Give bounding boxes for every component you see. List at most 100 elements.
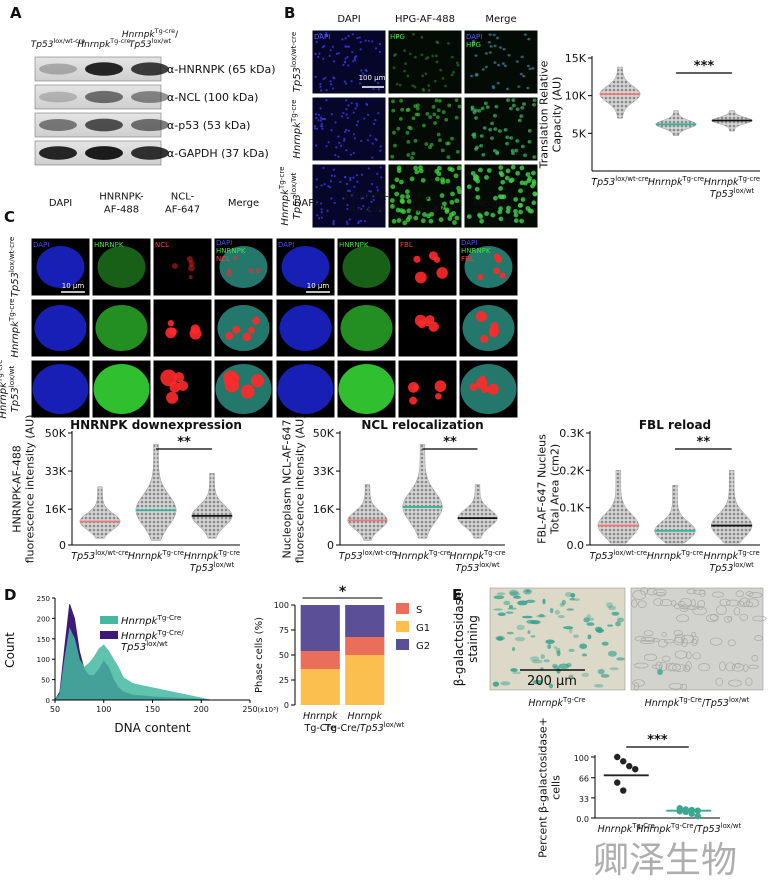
x-tick-label: Tp53 bbox=[360, 723, 384, 734]
nucleus-dot bbox=[332, 87, 335, 90]
signal-dot bbox=[434, 54, 438, 58]
row-label: Tp53lox/wt bbox=[289, 172, 304, 219]
signal-dot bbox=[466, 214, 472, 219]
nucleus-dot bbox=[345, 182, 349, 186]
nucleus-dot bbox=[496, 82, 499, 85]
stained-cell bbox=[553, 646, 558, 649]
nucleus-stain bbox=[217, 305, 270, 351]
stained-cell bbox=[568, 648, 575, 653]
nucleus-dot bbox=[361, 196, 365, 200]
y-axis-label: Count bbox=[3, 632, 17, 668]
signal-dot bbox=[435, 60, 439, 64]
signal-dot bbox=[398, 179, 404, 185]
stained-cell bbox=[514, 636, 526, 642]
x-tick-label: 250 bbox=[242, 705, 257, 714]
blot-header: Tg-cre bbox=[154, 27, 175, 35]
group-label: Tg-cre bbox=[428, 549, 451, 557]
y-tick-label: 250 bbox=[37, 595, 50, 603]
nucleus-dot bbox=[337, 155, 340, 158]
nucleus-dot bbox=[353, 185, 356, 188]
significance-label: ** bbox=[443, 435, 457, 450]
nucleus-dot bbox=[496, 63, 500, 67]
significance-label: ** bbox=[177, 435, 191, 450]
x-tick-label: Hnrnpk bbox=[347, 711, 382, 722]
nucleus-stain bbox=[340, 305, 393, 351]
nucleus-dot bbox=[366, 208, 369, 211]
row-label: HnrnpkTg-cre bbox=[277, 166, 292, 226]
cell-outline bbox=[727, 639, 736, 647]
stained-cell bbox=[597, 629, 603, 633]
signal-dot bbox=[454, 98, 459, 103]
signal-dot bbox=[515, 170, 521, 176]
nucleus bbox=[32, 364, 89, 414]
signal-dot bbox=[518, 118, 522, 123]
cell-outline bbox=[743, 664, 749, 672]
row-label: lox/wt-cre bbox=[7, 236, 16, 272]
signal-dot bbox=[514, 148, 519, 153]
x-tick-label: Tg-Cre/Tp53lox/wt bbox=[324, 721, 404, 734]
signal-dot bbox=[390, 203, 395, 209]
cell-outline bbox=[674, 650, 688, 659]
group-label: Hnrnpk bbox=[184, 551, 219, 562]
row-label: Tp53lox/wt-cre bbox=[7, 236, 22, 297]
blot-band bbox=[85, 118, 123, 132]
nucleus-dot bbox=[359, 219, 363, 223]
nucleus-dot bbox=[342, 111, 345, 115]
signal-dot bbox=[418, 165, 423, 171]
nucleus-dot bbox=[329, 180, 333, 183]
signal-dot bbox=[488, 127, 493, 132]
blot-label: α-GAPDH (37 kDa) bbox=[167, 147, 269, 160]
scale-label: 200 μm bbox=[527, 674, 577, 689]
legend-swatch bbox=[100, 631, 118, 639]
signal-dot bbox=[522, 102, 527, 106]
signal-dot bbox=[433, 121, 437, 125]
nucleus-dot bbox=[520, 55, 523, 59]
stained-cell bbox=[496, 636, 504, 641]
nucleus-dot bbox=[330, 197, 333, 200]
nucleus-dot bbox=[319, 116, 323, 119]
group-label: Hnrnpk bbox=[449, 551, 484, 562]
nucleus-dot bbox=[322, 57, 325, 60]
nucleolus bbox=[255, 267, 261, 274]
group-label: lox/wt bbox=[734, 187, 755, 195]
signal-dot bbox=[444, 84, 447, 88]
cell-outline bbox=[634, 636, 647, 642]
channel-tag: HNRNPK bbox=[339, 241, 369, 249]
nucleus-dot bbox=[313, 127, 317, 130]
nucleus-dot bbox=[517, 85, 520, 88]
nucleus-dot bbox=[342, 197, 345, 200]
cell-outline bbox=[685, 661, 692, 671]
nucleus bbox=[277, 364, 334, 414]
stained-cell bbox=[542, 598, 546, 605]
nucleus-dot bbox=[372, 122, 376, 126]
channel-tag: FBL bbox=[461, 255, 474, 263]
group-label: HnrnpkTg-cre bbox=[704, 175, 760, 188]
nucleolus bbox=[160, 369, 177, 387]
signal-dot bbox=[496, 36, 500, 40]
cell-outline bbox=[653, 598, 663, 606]
group-label: Tp53 bbox=[697, 824, 721, 835]
y-tick-label: 0.1K bbox=[559, 502, 584, 515]
stained-cell bbox=[545, 639, 555, 645]
signal-dot bbox=[420, 53, 424, 57]
signal-dot bbox=[426, 56, 430, 59]
nucleus-dot bbox=[358, 82, 362, 85]
stained-cell bbox=[512, 671, 521, 675]
y-tick-label: 0.2K bbox=[559, 464, 584, 477]
signal-dot bbox=[474, 186, 480, 192]
signal-dot bbox=[502, 62, 506, 65]
cell-outline bbox=[663, 638, 675, 644]
nucleus-dot bbox=[319, 119, 323, 122]
signal-dot bbox=[405, 217, 411, 223]
stained-cell bbox=[616, 617, 624, 623]
stained-cell bbox=[608, 605, 617, 611]
stained-cell bbox=[509, 591, 520, 597]
cell-outline bbox=[686, 588, 697, 595]
nucleus-dot bbox=[345, 220, 349, 223]
signal-dot bbox=[444, 117, 449, 122]
nucleus-dot bbox=[484, 65, 487, 69]
nucleus-dot bbox=[487, 41, 490, 44]
blot-header: lox/wt-cre bbox=[53, 37, 85, 45]
micrograph bbox=[311, 96, 387, 162]
